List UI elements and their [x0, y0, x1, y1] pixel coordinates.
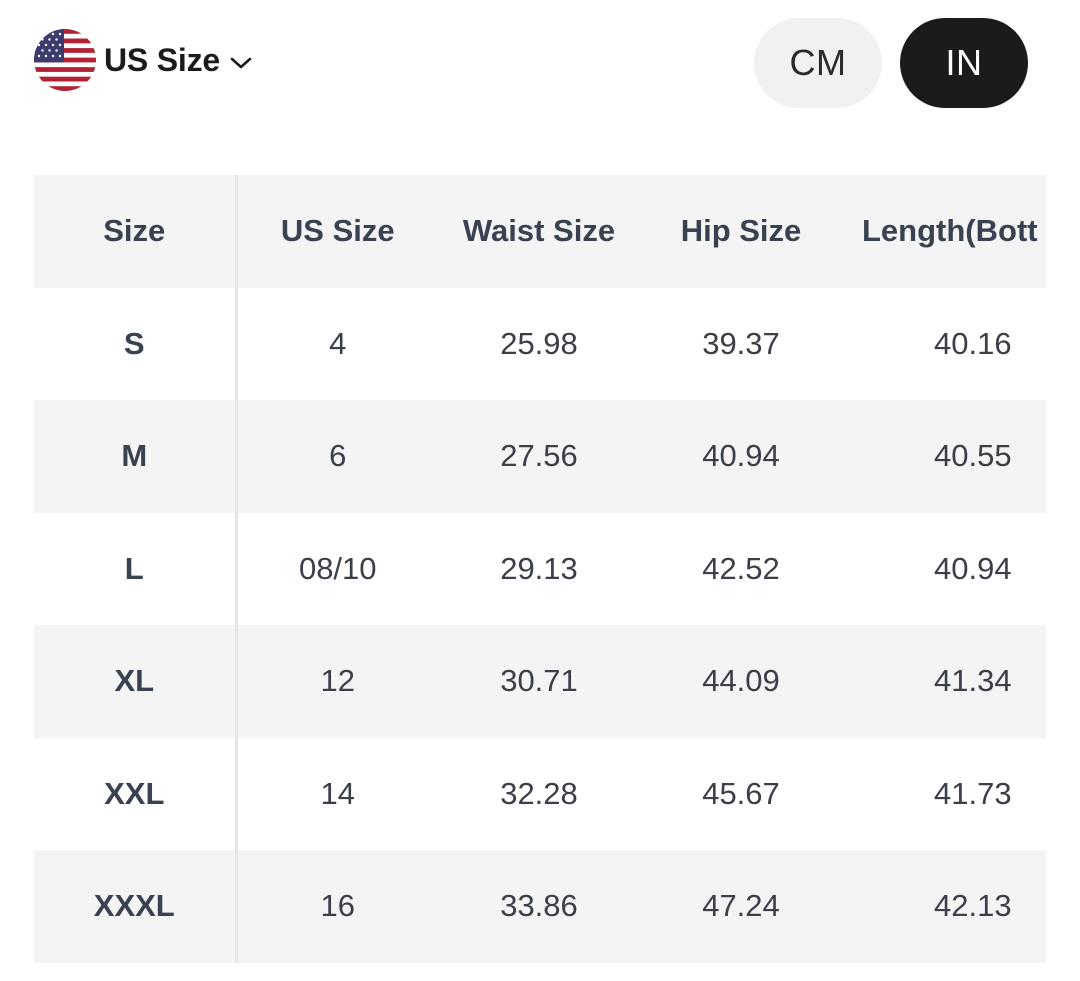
length-cell: 41.73 [934, 775, 1012, 811]
table-row: M 6 27.56 40.94 40.55 [34, 400, 1046, 513]
length-cell: 42.13 [934, 888, 1012, 924]
hip-size-cell: 40.94 [702, 438, 780, 474]
chevron-down-icon [230, 57, 252, 69]
hip-size-cell: 42.52 [702, 550, 780, 586]
hip-size-cell: 47.24 [702, 888, 780, 924]
waist-size-cell: 32.28 [500, 775, 578, 811]
waist-size-cell: 33.86 [500, 888, 578, 924]
us-size-cell: 4 [329, 325, 347, 361]
region-size-selector[interactable]: US Size [34, 29, 252, 91]
column-header-size: Size [34, 175, 238, 288]
size-chart-table-container[interactable]: Size US Size Waist Size Hip Size Length(… [34, 175, 1046, 963]
us-size-cell: 08/10 [298, 550, 377, 586]
length-cell: 40.94 [934, 550, 1012, 586]
size-cell: L [34, 512, 238, 625]
size-cell: S [34, 287, 238, 400]
unit-toggle-in[interactable]: IN [900, 18, 1028, 108]
hip-size-cell: 45.67 [702, 775, 780, 811]
size-chart-table: Size US Size Waist Size Hip Size Length(… [34, 175, 1046, 963]
column-header-length: Length(Bott [862, 213, 1038, 249]
table-row: XXL 14 32.28 45.67 41.73 [34, 737, 1046, 850]
column-header-waist-size: Waist Size [462, 213, 616, 249]
size-cell: XXL [34, 737, 238, 850]
unit-toggle-cm[interactable]: CM [754, 18, 882, 108]
column-header-hip-size: Hip Size [680, 213, 802, 249]
us-size-cell: 14 [320, 775, 355, 811]
us-size-cell: 12 [320, 663, 355, 699]
hip-size-cell: 39.37 [702, 325, 780, 361]
table-header-row: Size US Size Waist Size Hip Size Length(… [34, 175, 1046, 288]
waist-size-cell: 27.56 [500, 438, 578, 474]
us-flag-icon [34, 29, 96, 91]
table-row: XL 12 30.71 44.09 41.34 [34, 625, 1046, 738]
length-cell: 41.34 [934, 663, 1012, 699]
size-cell: XL [34, 625, 238, 738]
table-row: S 4 25.98 39.37 40.16 [34, 287, 1046, 400]
table-row: XXXL 16 33.86 47.24 42.13 [34, 850, 1046, 963]
table-row: L 08/10 29.13 42.52 40.94 [34, 512, 1046, 625]
region-size-label: US Size [104, 41, 220, 78]
size-chart-header: US Size CM IN [0, 0, 1080, 120]
us-size-cell: 16 [320, 888, 355, 924]
waist-size-cell: 29.13 [500, 550, 578, 586]
us-size-cell: 6 [329, 438, 347, 474]
hip-size-cell: 44.09 [702, 663, 780, 699]
waist-size-cell: 25.98 [500, 325, 578, 361]
waist-size-cell: 30.71 [500, 663, 578, 699]
size-cell: XXXL [34, 850, 238, 963]
length-cell: 40.55 [934, 438, 1012, 474]
length-cell: 40.16 [934, 325, 1012, 361]
size-cell: M [34, 400, 238, 513]
column-header-us-size: US Size [280, 213, 395, 249]
